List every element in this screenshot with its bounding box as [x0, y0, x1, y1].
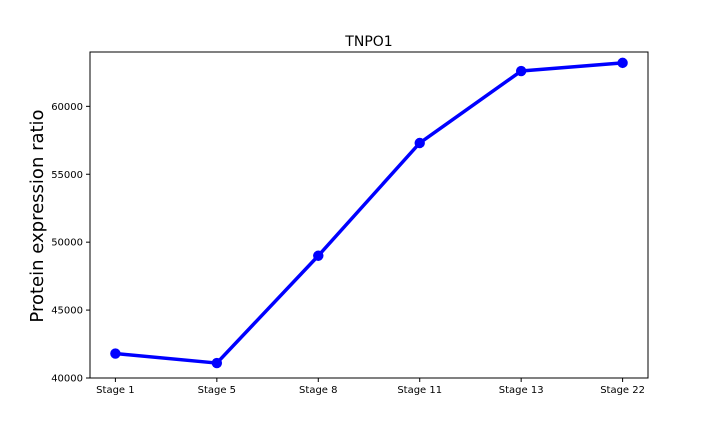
data-point	[515, 65, 527, 77]
series-line	[113, 61, 625, 365]
y-tick-label: 60000	[51, 102, 83, 113]
data-point	[617, 57, 628, 69]
chart-title: TNPO1	[344, 34, 392, 50]
plot-frame	[89, 51, 649, 379]
x-tick-label: Stage 1	[96, 385, 134, 396]
y-axis-label: Protein expression ratio	[27, 109, 48, 322]
x-tick-label: Stage 11	[397, 385, 442, 396]
x-tick-label: Stage 8	[299, 385, 337, 396]
data-point	[110, 348, 121, 359]
y-tick-label: 50000	[51, 238, 83, 249]
x-tick-label: Stage 13	[499, 385, 544, 396]
series-layer	[110, 57, 628, 369]
y-axis-ticks: 40000 45000 50000 55000 60000	[51, 102, 90, 385]
data-point	[211, 357, 223, 369]
x-tick-label: Stage 22	[600, 385, 645, 396]
y-tick-label: 55000	[51, 170, 83, 181]
x-tick-label: Stage 5	[198, 385, 236, 396]
data-point	[313, 250, 324, 261]
x-axis-ticks: Stage 1 Stage 5 Stage 8 Stage 11 Stage 13 Sta…	[96, 378, 645, 396]
y-tick-label: 40000	[51, 374, 83, 385]
data-point	[414, 137, 425, 149]
y-tick-label: 45000	[51, 306, 83, 317]
